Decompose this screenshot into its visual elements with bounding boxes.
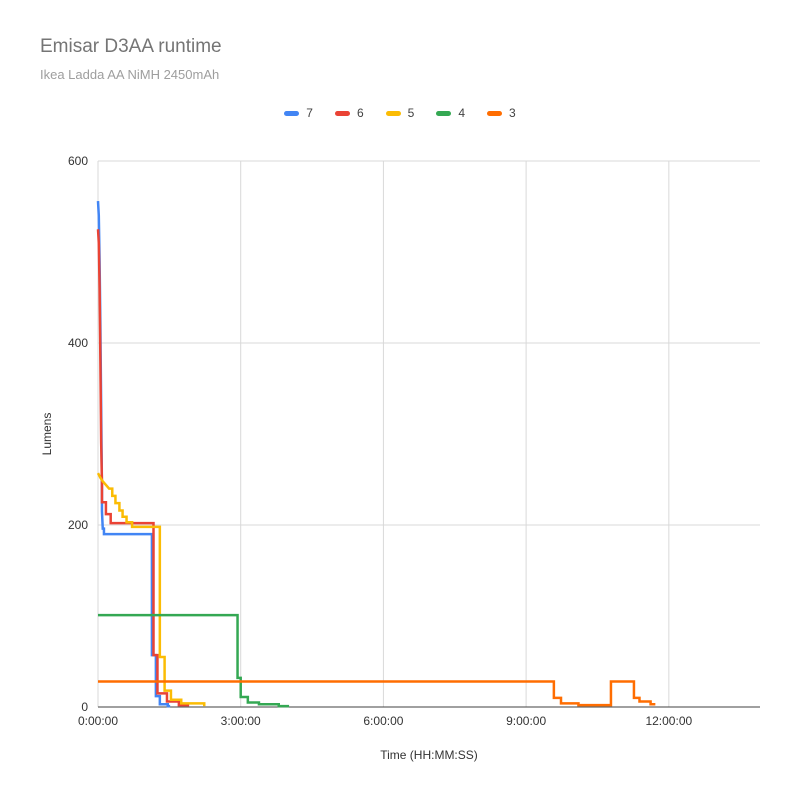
x-tick-label: 6:00:00 <box>363 714 404 728</box>
y-tick-label: 600 <box>67 154 88 168</box>
legend-swatch-icon <box>385 110 401 116</box>
legend-label: 4 <box>458 106 466 120</box>
legend-label: 3 <box>509 106 516 120</box>
legend-item-3: 3 <box>487 106 516 120</box>
y-tick-label: 0 <box>81 700 88 714</box>
x-axis-title: Time (HH:MM:SS) <box>380 748 478 762</box>
plot-area: 0 200 400 600 0:00:00 3:00:00 6:00:00 9:00:00 12… <box>68 154 760 728</box>
legend-swatch-icon <box>487 110 503 116</box>
x-tick-label: 9:00:00 <box>506 714 547 728</box>
legend-label: 5 <box>407 106 415 120</box>
legend-item-5: 5 <box>385 106 415 120</box>
legend-item-6: 6 <box>334 106 364 120</box>
legend-swatch-icon <box>436 110 452 116</box>
y-axis-title: Lumens <box>40 412 54 456</box>
legend-swatch-icon <box>284 110 300 116</box>
series-line-4 <box>98 613 290 708</box>
legend-label: 7 <box>306 106 313 120</box>
y-tick-label: 400 <box>67 336 88 350</box>
y-tick-label: 200 <box>67 518 88 532</box>
legend-item-7: 7 <box>284 106 313 120</box>
series-line-3 <box>98 680 656 707</box>
legend: 7 6 5 4 3 <box>0 104 800 122</box>
legend-swatch-icon <box>334 110 350 116</box>
series-line-6 <box>96 229 190 707</box>
x-tick-label: 3:00:00 <box>220 714 261 728</box>
x-tick-label: 0:00:00 <box>77 714 119 728</box>
legend-item-4: 4 <box>436 106 465 120</box>
x-tick-label: 12:00:00 <box>645 714 693 728</box>
series-line-5 <box>96 472 206 707</box>
chart-title: Emisar D3AA runtime <box>40 36 222 57</box>
legend-label: 6 <box>356 106 364 120</box>
plot-svg <box>96 160 760 708</box>
chart-subtitle: Ikea Ladda AA NiMH 2450mAh <box>40 67 220 82</box>
